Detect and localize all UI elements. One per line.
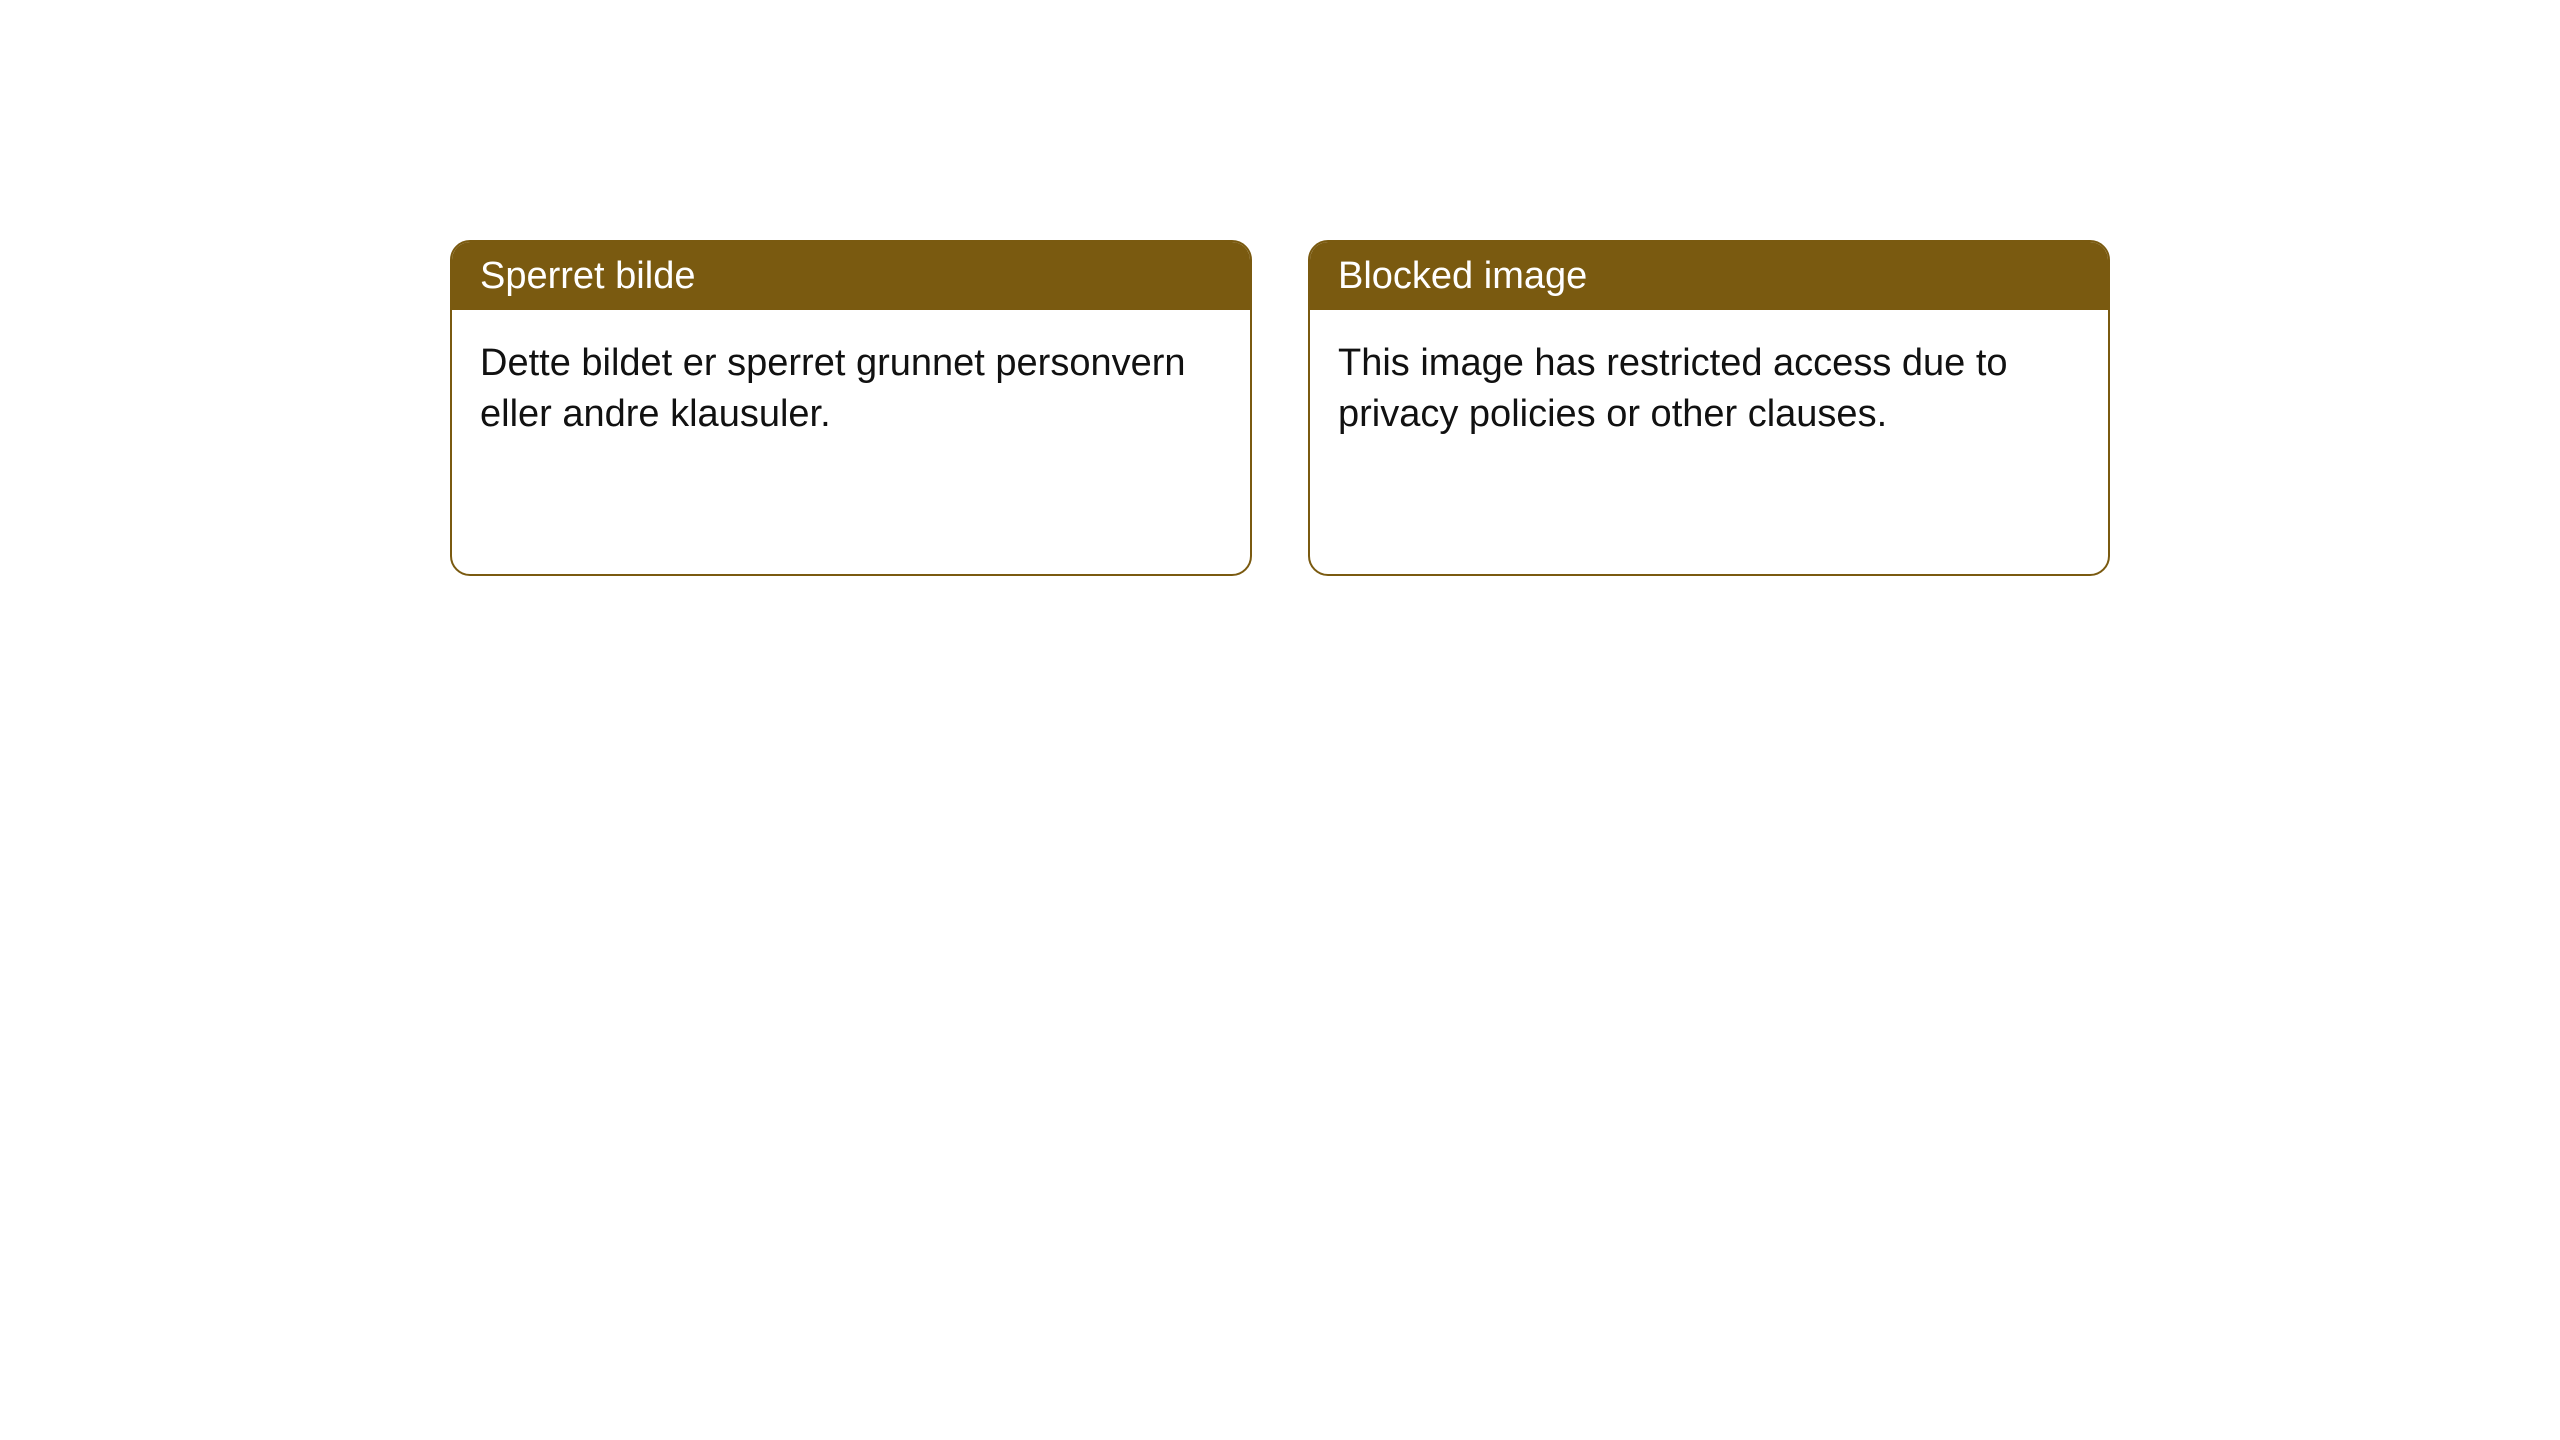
card-blocked-en: Blocked image This image has restricted …	[1308, 240, 2110, 576]
card-body-en: This image has restricted access due to …	[1310, 310, 2108, 469]
card-blocked-no: Sperret bilde Dette bildet er sperret gr…	[450, 240, 1252, 576]
card-header-no: Sperret bilde	[452, 242, 1250, 310]
page: Sperret bilde Dette bildet er sperret gr…	[0, 0, 2560, 1440]
card-header-en: Blocked image	[1310, 242, 2108, 310]
card-body-no: Dette bildet er sperret grunnet personve…	[452, 310, 1250, 469]
cards-row: Sperret bilde Dette bildet er sperret gr…	[450, 240, 2110, 576]
